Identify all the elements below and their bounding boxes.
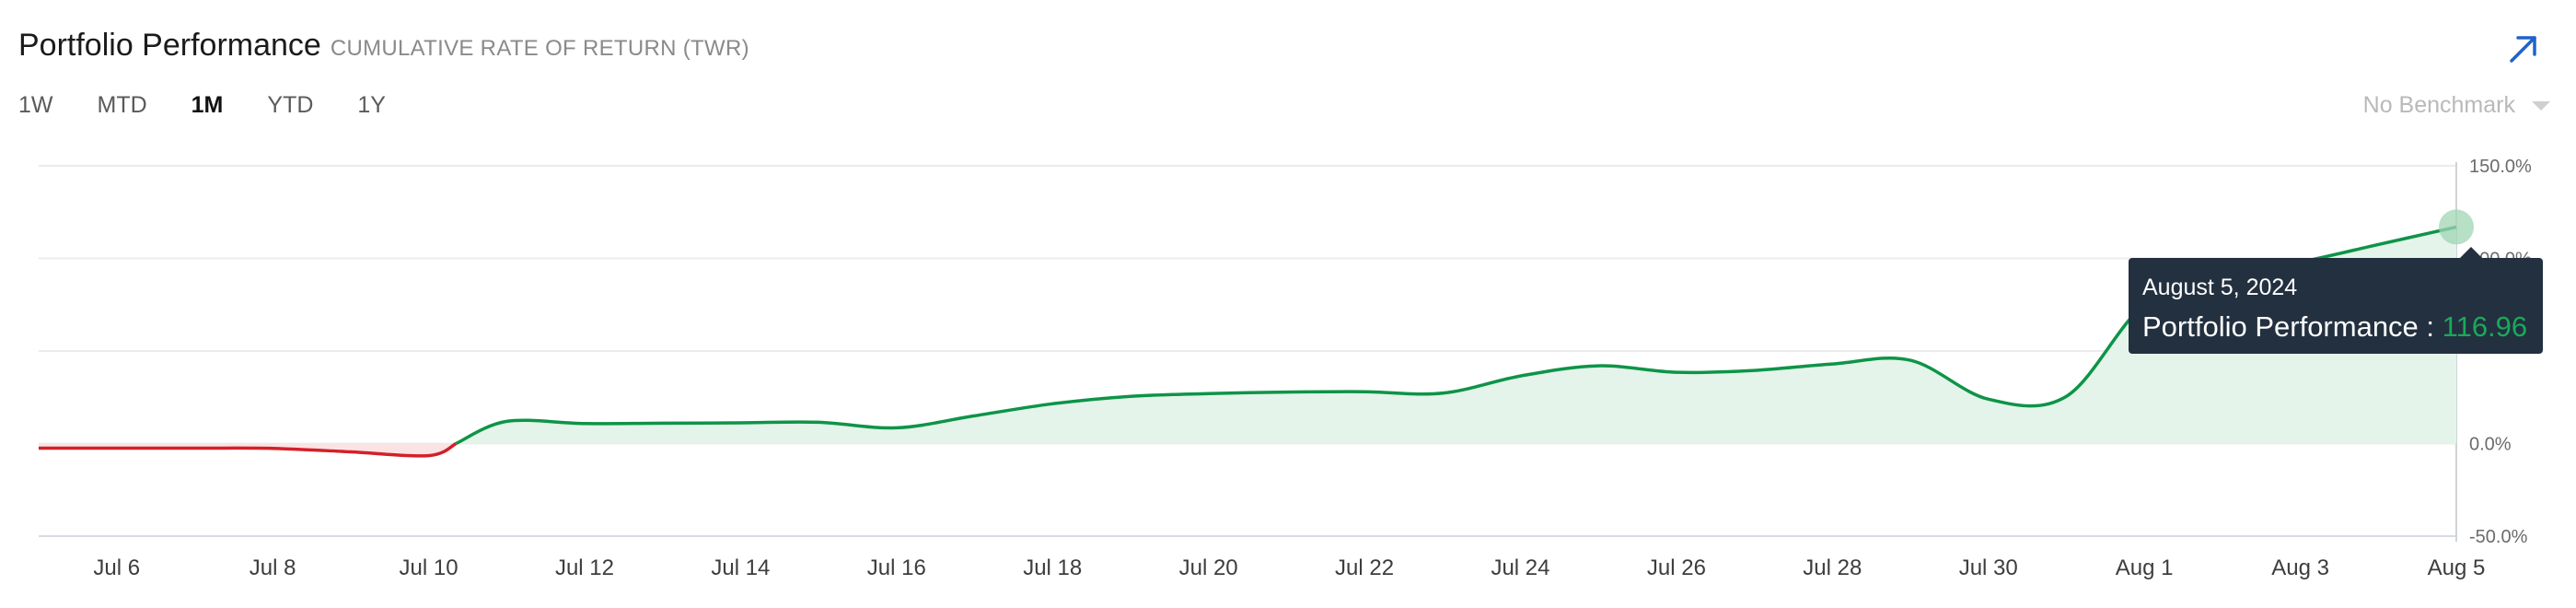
x-tick-label: Jul 24 (1491, 555, 1549, 580)
time-range-tabs: 1W MTD 1M YTD 1Y (18, 92, 430, 119)
chevron-down-icon (2532, 100, 2550, 111)
y-tick-label: 0.0% (2469, 435, 2512, 455)
y-tick-label: -50.0% (2469, 527, 2528, 547)
x-tick-label: Jul 22 (1335, 555, 1394, 580)
tab-mtd[interactable]: MTD (97, 92, 147, 118)
series-line-positive (455, 225, 2457, 446)
positive-area (456, 227, 2456, 444)
chart-header: Portfolio Performance CUMULATIVE RATE OF… (18, 28, 749, 64)
x-tick-label: Jul 26 (1647, 555, 1706, 580)
x-tick-label: Aug 5 (2428, 555, 2486, 580)
x-tick-label: Jul 10 (400, 555, 458, 580)
tooltip-date: August 5, 2024 (2142, 275, 2298, 300)
tooltip-value: 116.96 (2442, 310, 2528, 343)
x-tick-label: Jul 12 (555, 555, 614, 580)
tooltip-line: Portfolio Performance : 116.96 (2142, 310, 2529, 344)
tab-1y[interactable]: 1Y (357, 92, 386, 118)
tab-ytd[interactable]: YTD (267, 92, 314, 118)
x-tick-label: Jul 28 (1803, 555, 1862, 580)
tab-1w[interactable]: 1W (18, 92, 53, 118)
highlight-marker (2439, 209, 2474, 245)
x-tick-label: Jul 8 (249, 555, 296, 580)
y-tick-label: 150.0% (2469, 157, 2532, 177)
benchmark-select[interactable]: No Benchmark (2363, 92, 2550, 119)
x-tick-label: Aug 1 (2116, 555, 2174, 580)
benchmark-label: No Benchmark (2362, 92, 2515, 118)
x-tick-label: Jul 20 (1179, 555, 1238, 580)
arrow-up-right-icon[interactable] (2506, 31, 2541, 66)
x-tick-label: Jul 14 (711, 555, 770, 580)
x-tick-label: Jul 18 (1023, 555, 1082, 580)
chart-subtitle: CUMULATIVE RATE OF RETURN (TWR) (330, 36, 749, 61)
series-line-negative (39, 441, 458, 458)
x-tick-label: Jul 6 (93, 555, 140, 580)
x-tick-label: Aug 3 (2271, 555, 2329, 580)
chart-title: Portfolio Performance (18, 28, 321, 63)
chart-tooltip: August 5, 2024 Portfolio Performance : 1… (2129, 247, 2543, 354)
tooltip-label: Portfolio Performance : (2142, 310, 2443, 343)
tab-1m[interactable]: 1M (191, 92, 224, 118)
x-tick-label: Jul 30 (1959, 555, 2018, 580)
x-tick-label: Jul 16 (867, 555, 926, 580)
